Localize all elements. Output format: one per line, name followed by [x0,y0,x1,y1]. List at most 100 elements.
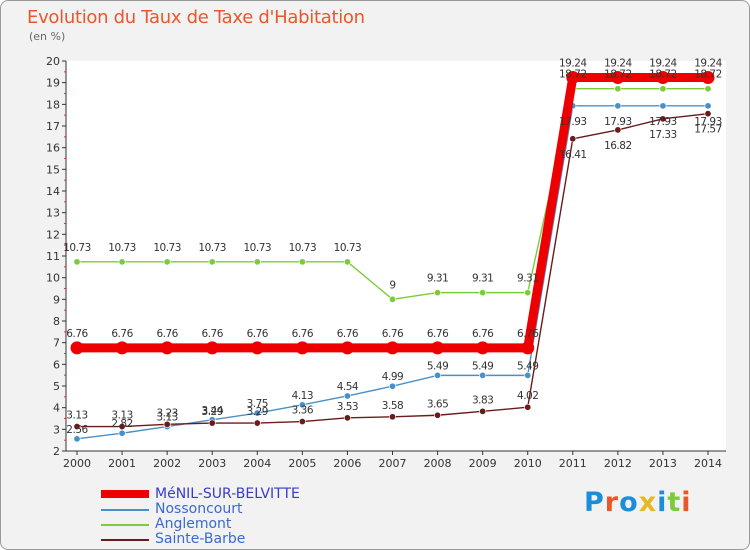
x-tick-label: 2001 [108,457,136,470]
y-tick-label: 9 [53,293,60,306]
data-label: 3.29 [247,406,268,418]
x-tick-label: 2012 [604,457,632,470]
data-label: 10.73 [108,242,136,254]
data-label: 3.23 [156,407,177,419]
data-label: 2.56 [66,424,88,436]
data-label: 3.83 [472,394,493,406]
data-label: 3.36 [292,405,314,417]
logo-letter: i [681,487,692,518]
data-label: 18.72 [559,69,587,81]
data-point [569,135,577,143]
data-point [566,70,580,84]
x-tick-label: 2014 [694,457,722,470]
data-point [521,341,535,355]
data-label: 19.24 [694,57,722,69]
data-label: 17.93 [649,116,677,128]
data-label: 3.13 [66,410,87,422]
data-label: 6.76 [292,328,314,340]
x-tick-label: 2000 [63,457,91,470]
data-point [434,371,442,379]
data-label: 10.73 [63,242,91,254]
y-tick-label: 18 [46,98,60,111]
data-label: 3.53 [337,401,358,413]
data-label: 6.76 [247,328,269,340]
data-label: 3.29 [202,406,223,418]
data-label: 5.49 [517,360,538,372]
data-point [479,407,487,415]
data-point [614,102,622,110]
y-tick-label: 6 [53,358,60,371]
x-tick-label: 2008 [424,457,452,470]
data-point [656,70,670,84]
data-label: 9.31 [472,273,493,285]
data-point [250,341,264,355]
y-tick-label: 7 [53,337,60,350]
data-point [434,411,442,419]
data-label: 6.76 [66,328,88,340]
data-point [115,341,129,355]
y-tick-label: 10 [46,272,60,285]
data-point [524,403,532,411]
data-label: 9.31 [427,273,448,285]
y-tick-label: 3 [53,423,60,436]
data-point [163,258,171,266]
data-point [253,419,261,427]
logo-letter: o [619,487,639,518]
data-point [298,401,306,409]
data-label: 10.73 [198,242,226,254]
data-label: 10.73 [289,242,317,254]
x-tick-label: 2005 [288,457,316,470]
data-point [343,258,351,266]
data-label: 6.76 [382,328,404,340]
data-point [253,258,261,266]
data-point [388,413,396,421]
y-tick-label: 5 [53,380,60,393]
y-tick-label: 11 [46,250,60,263]
data-label: 3.75 [247,398,268,410]
logo-letter: i [657,487,668,518]
data-label: 6.76 [111,328,133,340]
data-label: 3.44 [202,405,224,417]
y-tick-label: 14 [46,185,60,198]
data-point [704,110,712,118]
data-point [659,85,667,93]
data-label: 10.73 [244,242,272,254]
data-label: 3.13 [111,410,132,422]
data-label: 6.76 [517,328,539,340]
x-tick-label: 2013 [649,457,677,470]
data-label: 18.72 [649,69,677,81]
data-label: 5.49 [472,360,493,372]
data-label: 9 [389,279,395,291]
data-label: 6.76 [472,328,494,340]
x-tick-label: 2003 [198,457,226,470]
data-label: 4.02 [517,390,538,402]
data-point [343,392,351,400]
y-tick-label: 8 [53,315,60,328]
legend-label: Nossoncourt [155,501,243,517]
x-tick-label: 2011 [559,457,587,470]
data-point [704,85,712,93]
proxiti-logo: Proxiti [584,487,692,518]
data-point [253,409,261,417]
data-point [298,418,306,426]
data-point [479,289,487,297]
x-tick-label: 2009 [469,457,497,470]
data-label: 6.76 [202,328,224,340]
data-point [208,258,216,266]
data-point [431,341,445,355]
logo-letter: x [638,487,658,518]
y-tick-label: 16 [46,142,60,155]
data-label: 17.93 [604,116,632,128]
data-point [388,295,396,303]
legend-label: Sainte-Barbe [155,531,246,547]
data-point [659,102,667,110]
data-point [614,85,622,93]
data-point [298,258,306,266]
chart-subtitle: (en %) [29,30,66,43]
data-label: 10.73 [334,242,362,254]
data-label: 17.93 [694,116,722,128]
logo-letter: t [667,487,682,518]
data-label: 6.76 [337,328,359,340]
data-point [704,102,712,110]
